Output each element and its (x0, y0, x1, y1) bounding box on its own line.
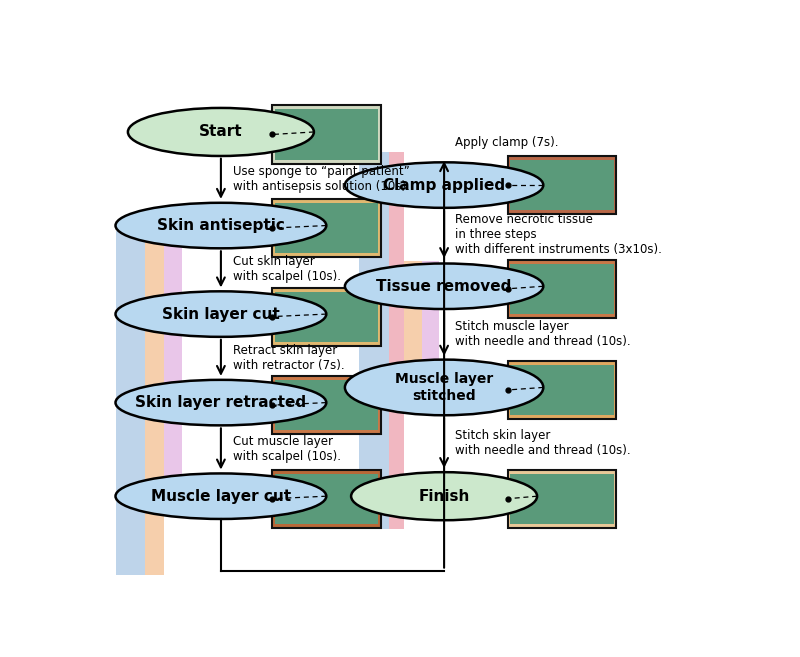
Text: Finish: Finish (418, 489, 470, 504)
Text: Skin layer retracted: Skin layer retracted (135, 395, 306, 410)
Text: Use sponge to “paint patient”
with antisepsis solution (10s).: Use sponge to “paint patient” with antis… (234, 165, 410, 193)
FancyBboxPatch shape (274, 380, 378, 430)
FancyBboxPatch shape (508, 156, 616, 214)
Ellipse shape (345, 263, 543, 309)
Text: Muscle layer
stitched: Muscle layer stitched (395, 373, 494, 403)
Text: Stitch muscle layer
with needle and thread (10s).: Stitch muscle layer with needle and thre… (454, 320, 630, 348)
FancyBboxPatch shape (272, 470, 381, 528)
FancyBboxPatch shape (115, 231, 146, 575)
FancyBboxPatch shape (510, 474, 614, 524)
FancyBboxPatch shape (274, 203, 378, 253)
Text: Cut skin layer
with scalpel (10s).: Cut skin layer with scalpel (10s). (234, 256, 342, 283)
FancyBboxPatch shape (272, 105, 381, 164)
FancyBboxPatch shape (274, 292, 378, 342)
FancyBboxPatch shape (510, 365, 614, 415)
FancyBboxPatch shape (508, 470, 616, 528)
Text: Apply clamp (7s).: Apply clamp (7s). (454, 135, 558, 148)
Text: Muscle layer cut: Muscle layer cut (151, 489, 291, 504)
Text: Skin antiseptic: Skin antiseptic (157, 218, 285, 233)
FancyBboxPatch shape (359, 152, 389, 529)
Text: Tissue removed: Tissue removed (377, 279, 512, 294)
FancyBboxPatch shape (272, 199, 381, 257)
Text: Cut muscle layer
with scalpel (10s).: Cut muscle layer with scalpel (10s). (234, 435, 342, 463)
Text: Clamp applied: Clamp applied (383, 177, 505, 193)
FancyBboxPatch shape (508, 361, 616, 419)
Ellipse shape (345, 162, 543, 208)
FancyBboxPatch shape (389, 152, 405, 529)
FancyBboxPatch shape (422, 261, 439, 413)
FancyBboxPatch shape (508, 260, 616, 318)
Ellipse shape (128, 108, 314, 156)
Ellipse shape (115, 291, 326, 337)
FancyBboxPatch shape (274, 110, 378, 160)
FancyBboxPatch shape (274, 474, 378, 524)
FancyBboxPatch shape (405, 261, 422, 413)
FancyBboxPatch shape (510, 160, 614, 210)
Ellipse shape (115, 474, 326, 519)
Text: Remove necrotic tissue
in three steps
with different instruments (3x10s).: Remove necrotic tissue in three steps wi… (454, 213, 662, 256)
Text: Retract skin layer
with retractor (7s).: Retract skin layer with retractor (7s). (234, 344, 345, 372)
Text: Start: Start (199, 124, 242, 139)
Text: Skin layer cut: Skin layer cut (162, 307, 280, 321)
Ellipse shape (345, 359, 543, 415)
Ellipse shape (351, 472, 537, 520)
FancyBboxPatch shape (272, 376, 381, 434)
FancyBboxPatch shape (510, 263, 614, 314)
Text: Stitch skin layer
with needle and thread (10s).: Stitch skin layer with needle and thread… (454, 429, 630, 457)
FancyBboxPatch shape (146, 231, 164, 575)
FancyBboxPatch shape (272, 288, 381, 346)
Ellipse shape (115, 380, 326, 425)
Ellipse shape (115, 203, 326, 248)
FancyBboxPatch shape (164, 231, 182, 486)
